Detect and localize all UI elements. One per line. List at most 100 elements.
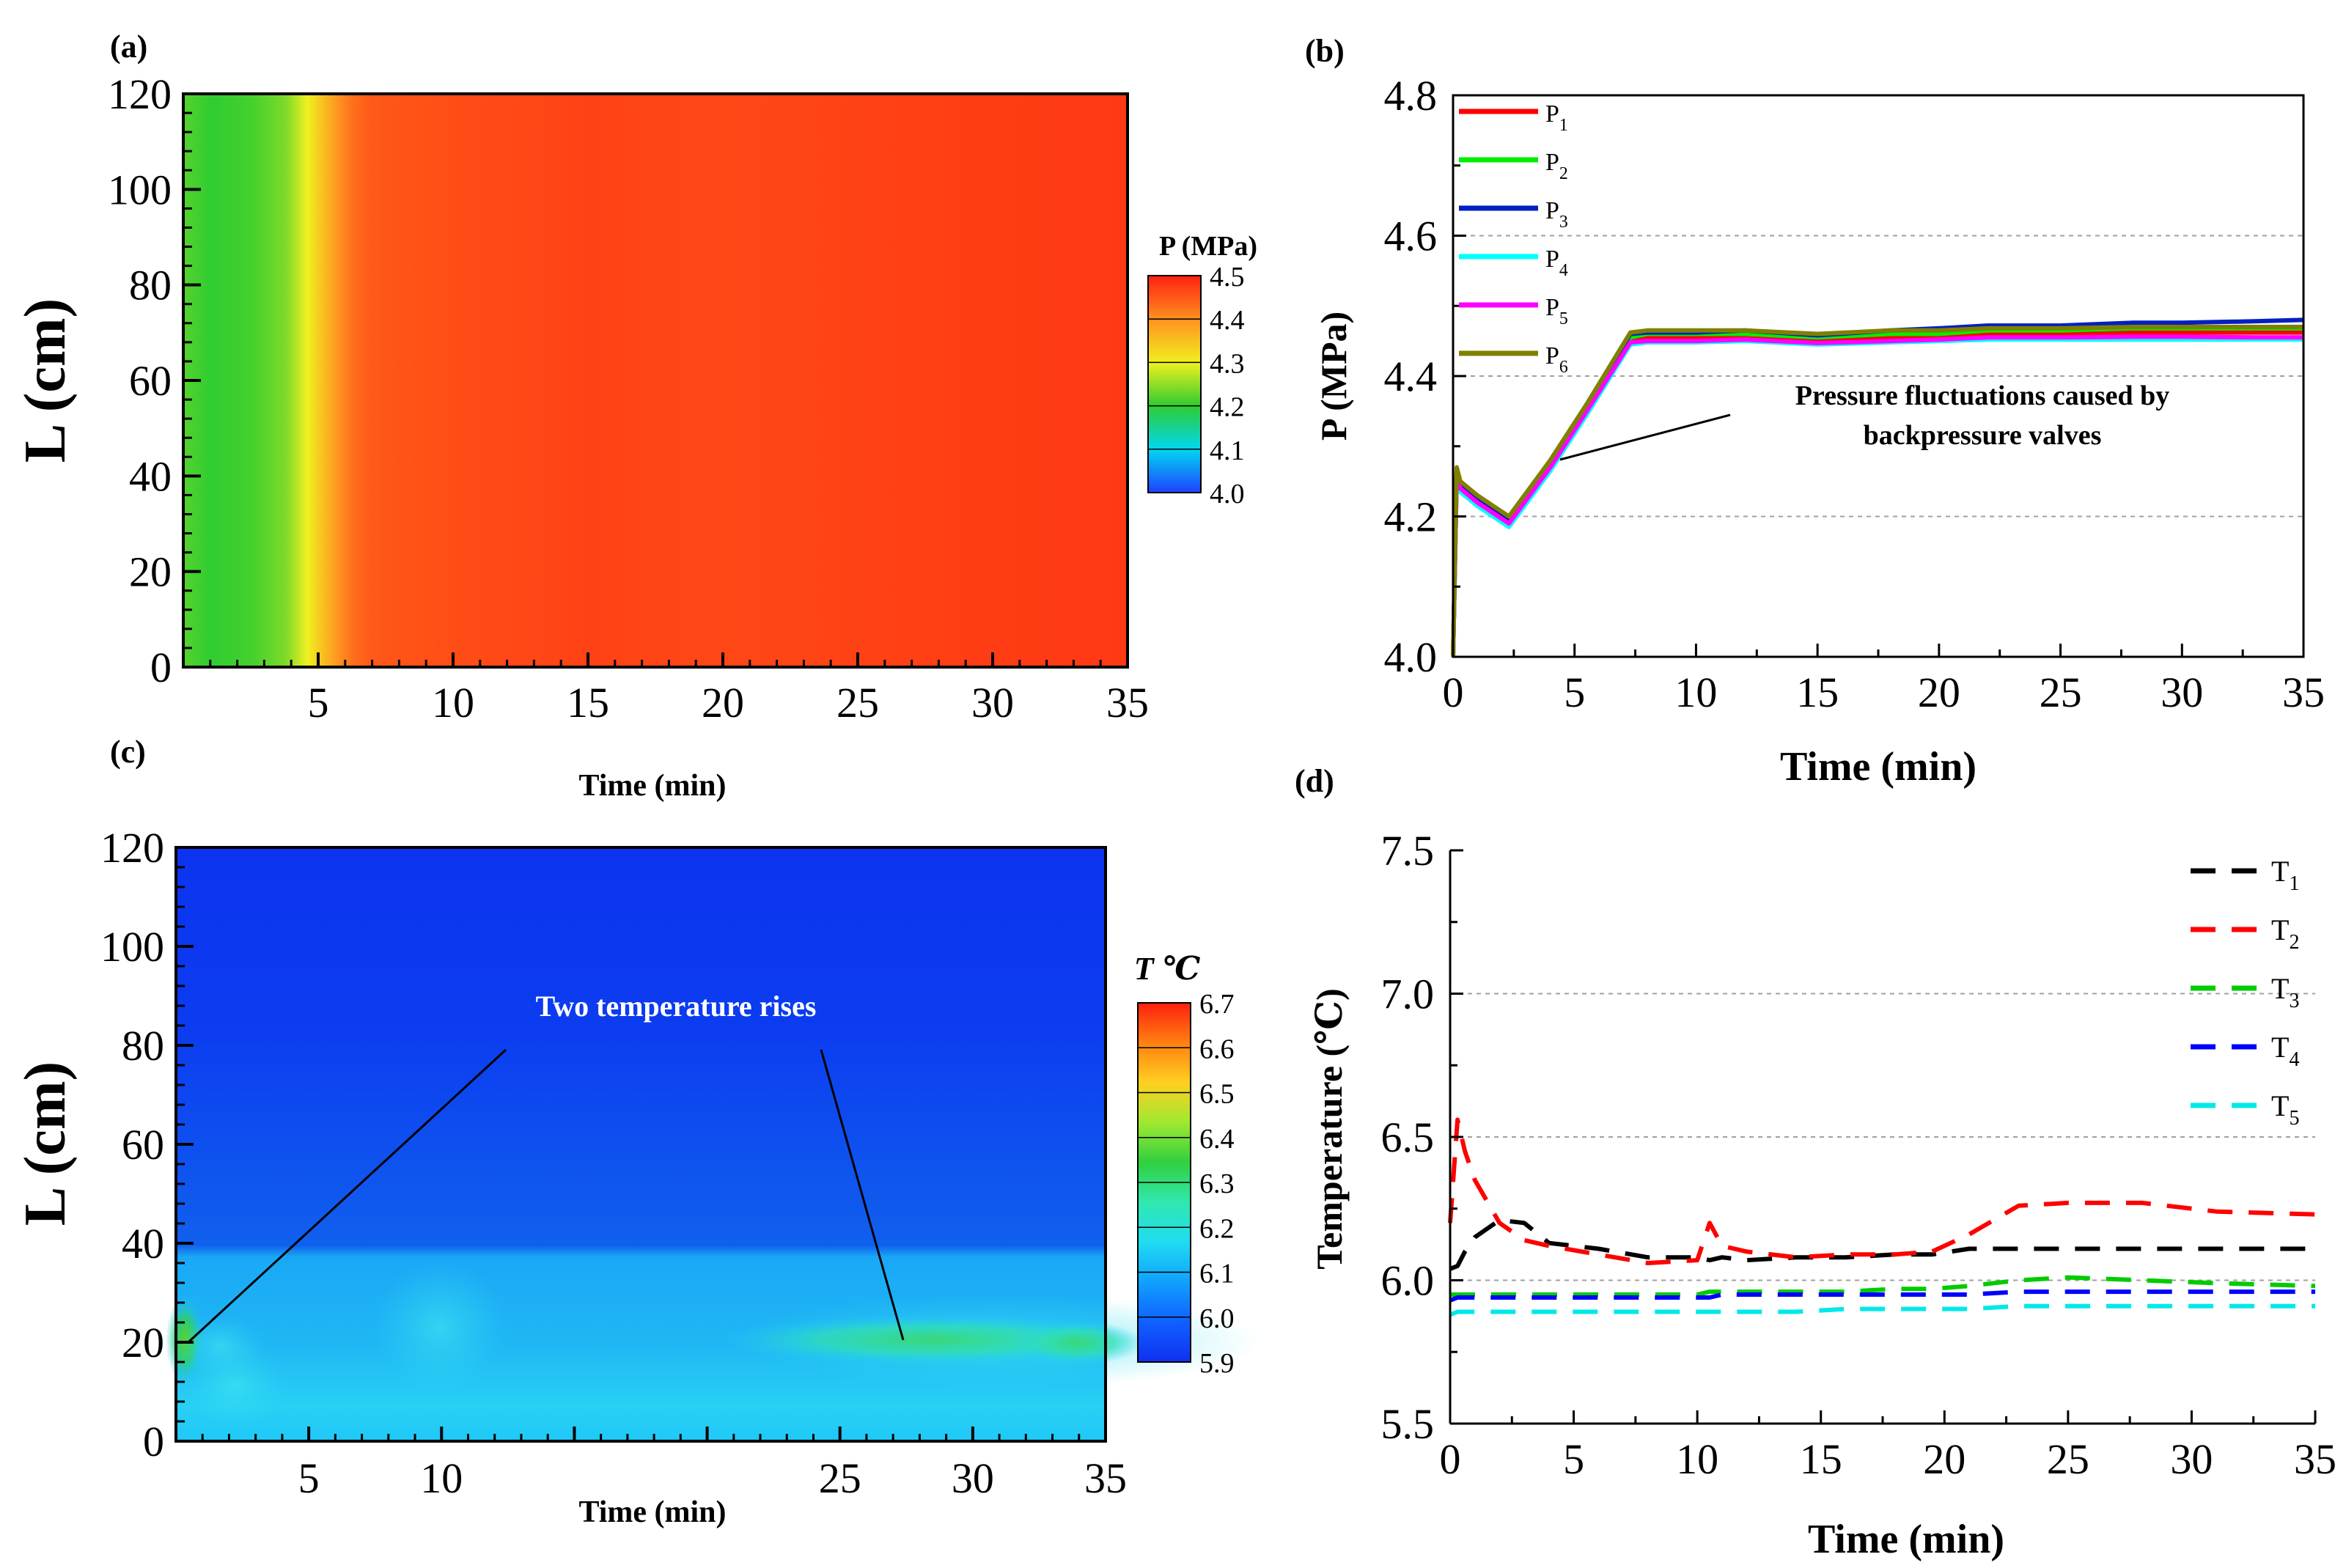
colorbar-c-tick-label: 6.7 [1199,989,1235,1020]
colorbar-a-tick-label: 4.1 [1210,435,1245,466]
plot-d-xtick-label: 5 [1563,1435,1584,1483]
colorbar-a-tick-label: 4.2 [1210,392,1245,423]
plot-d-series-t1 [1449,1218,2315,1271]
heatmap-c-xtick-label: 25 [819,1454,861,1502]
heatmap-c-ytick-label: 80 [122,1022,164,1070]
plot-b-xtick-label: 35 [2282,669,2325,716]
plot-d-xtick-label: 15 [1800,1435,1842,1483]
plot-d-series-t2 [1448,1117,2316,1265]
annotation-b-pointer [1559,413,1731,461]
colorbar-c-tick-label: 6.3 [1199,1168,1235,1199]
plot-d-ytick-label: 7.5 [1381,827,1435,875]
plot-d-xtick-label: 20 [1923,1435,1966,1483]
annotation-c-pointer-1 [188,1048,507,1343]
plot-d-xtick-label: 25 [2047,1435,2089,1483]
plot-b-ytick-label: 4.0 [1384,633,1438,681]
heatmap-a-axes: 5 10 15 20 25 30 35 0 20 40 60 80 100 120 [108,70,1149,726]
colorbar-a-ticks: 4.0 4.1 4.2 4.3 4.4 4.5 [1148,262,1245,509]
plot-b-xtick-label: 0 [1443,669,1464,716]
heatmap-c-ytick-label: 20 [122,1319,164,1366]
plot-d-series-t4 [1449,1289,2315,1303]
panel-b-label: (b) [1305,33,1345,69]
panel-d-temperature-lines: (d) 5.5 6.0 6.5 7.0 7.5 0 5 10 15 20 25 30 35 T1 T2 T3… [1295,763,2336,1562]
heatmap-c-ytick-label: 0 [143,1418,164,1465]
heatmap-c-xtick-label: 5 [298,1454,320,1502]
heatmap-a-ytick-label: 40 [129,452,172,500]
heatmap-c-ytick-label: 120 [100,824,164,872]
heatmap-c-xtick-label: 35 [1084,1454,1127,1502]
colorbar-a [1147,275,1202,493]
colorbar-c-tick-label: 6.4 [1199,1124,1235,1155]
heatmap-c-axes: 5 10 25 30 35 0 20 40 60 80 100 120 [100,824,1127,1502]
plot-b-ytick-label: 4.2 [1384,493,1438,541]
panel-a-pressure-heatmap: (a) 5 10 15 20 25 30 35 0 20 40 60 80 100 120 Time (m… [13,29,1257,803]
annotation-b-line1: Pressure fluctuations caused by [1795,380,2170,411]
panel-a-label: (a) [110,29,147,65]
heatmap-a-xtick-label: 20 [702,679,744,726]
heatmap-c-ytick-label: 60 [122,1121,164,1168]
plot-b-xtick-label: 10 [1674,669,1717,716]
heatmap-a-xtick-label: 30 [971,679,1014,726]
colorbar-a-title: P (MPa) [1159,231,1257,262]
plot-d-ytick-label: 6.0 [1381,1257,1435,1305]
plot-d-legend-label: T5 [2271,1089,2299,1130]
heatmap-a-xlabel: Time (min) [578,769,726,803]
plot-b-ytick-label: 4.8 [1384,72,1438,119]
plot-d-ylabel: Temperature (℃) [1309,988,1350,1269]
plot-d-legend: T1 T2 T3 T4 T5 [2191,855,2299,1130]
plot-b-ytick-label: 4.6 [1384,213,1438,260]
heatmap-c-xtick-label: 30 [952,1454,994,1502]
colorbar-c-ticks: 5.9 6.0 6.1 6.2 6.3 6.4 6.5 6.6 6.7 [1138,989,1235,1379]
heatmap-a-ytick-label: 80 [129,262,172,309]
plot-d-legend-label: T1 [2271,855,2299,895]
plot-d-xtick-label: 35 [2294,1435,2336,1483]
colorbar-c-tick-label: 5.9 [1199,1348,1235,1379]
panel-b-pressure-lines: (b) 4.04.24.44.64.80 5 10 15 20 25 30 35 P1P2P3… [1305,33,2325,789]
panel-d-label: (d) [1295,763,1334,799]
colorbar-c-tick-label: 6.5 [1199,1079,1235,1110]
plot-b-ylabel: P (MPa) [1313,312,1354,441]
plot-d-series-t3 [1450,1275,2316,1297]
heatmap-a-xtick-label: 25 [836,679,879,726]
plot-d-xlabel: Time (min) [1808,1517,2004,1562]
plot-b-axes: 4.0 4.2 4.4 4.6 4.8 0 5 10 15 20 25 30 35 [1384,72,2325,716]
colorbar-c-tick-label: 6.2 [1199,1213,1235,1244]
plot-b-grid [1453,235,2303,518]
colorbar-c-tick-label: 6.6 [1199,1034,1235,1064]
annotation-c-text: Two temperature rises [536,990,817,1023]
colorbar-c-tick-label: 6.0 [1199,1303,1235,1334]
plot-d-ytick-label: 5.5 [1381,1400,1435,1448]
plot-b-xtick-label: 20 [1918,669,1960,716]
heatmap-a-xtick-label: 10 [432,679,474,726]
plot-d-grid [1450,993,2315,1281]
plot-d-series [1448,1117,2316,1317]
plot-b-xtick-label: 25 [2040,669,2082,716]
plot-d-legend-label: T2 [2271,913,2299,954]
plot-d-xtick-label: 30 [2170,1435,2213,1483]
heatmap-a-ytick-label: 20 [129,548,172,596]
plot-b-xtick-label: 15 [1796,669,1839,716]
heatmap-c-ylabel: L (cm) [13,1061,78,1226]
plot-d-axes: 5.5 6.0 6.5 7.0 7.5 0 5 10 15 20 25 30 35 [1381,827,2337,1483]
colorbar-a-tick-label: 4.4 [1210,305,1245,336]
plot-d-legend-label: T3 [2271,972,2299,1012]
colorbar-a-tick-label: 4.5 [1210,262,1245,292]
colorbar-a-tick-label: 4.0 [1210,479,1245,509]
plot-b-xlabel: Time (min) [1780,744,1977,789]
heatmap-a-ytick-label: 120 [108,70,172,118]
heatmap-a-ylabel: L (cm) [13,298,78,463]
heatmap-a-xtick-label: 15 [567,679,609,726]
plot-b-ytick-label: 4.4 [1384,353,1438,400]
heatmap-c-xlabel: Time (min) [578,1495,726,1529]
plot-b-xtick-label: 5 [1564,669,1585,716]
heatmap-c-ytick-label: 40 [122,1220,164,1267]
plot-b-series [1451,317,2304,658]
plot-d-xtick-label: 10 [1676,1435,1718,1483]
colorbar-c-title: T ℃ [1134,951,1201,987]
heatmap-a-field [183,94,1128,667]
plot-d-ytick-label: 6.5 [1381,1114,1435,1161]
heatmap-a-xtick-label: 5 [308,679,329,726]
heatmap-a-ytick-label: 0 [150,644,172,691]
